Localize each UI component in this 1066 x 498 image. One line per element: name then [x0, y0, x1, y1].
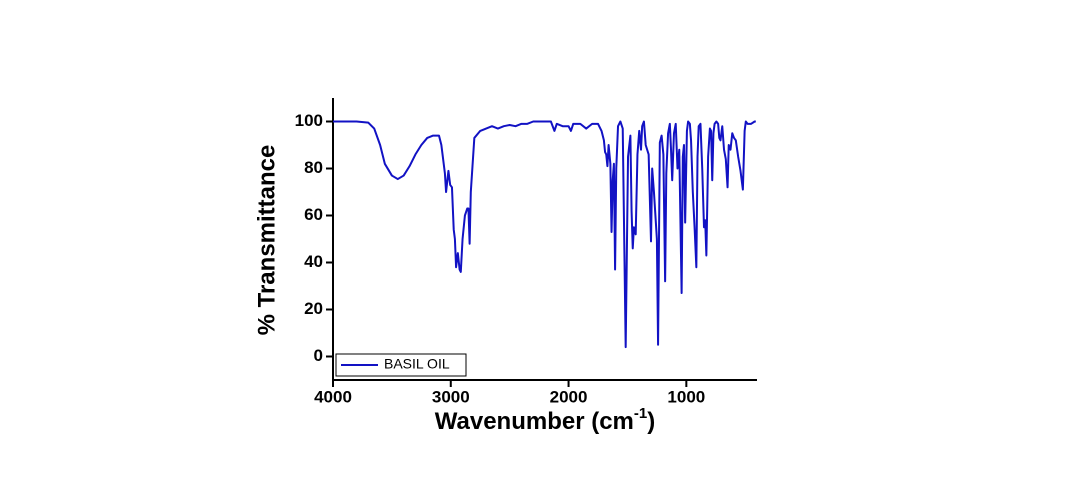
y-tick-label: 60 — [304, 205, 323, 224]
x-tick-label: 2000 — [550, 387, 588, 406]
y-tick-label: 20 — [304, 299, 323, 318]
x-axis-title-end: ) — [647, 408, 655, 435]
legend-label: BASIL OIL — [384, 356, 450, 372]
y-tick-label: 100 — [295, 111, 323, 130]
x-tick-label: 3000 — [432, 387, 470, 406]
x-axis-title: Wavenumber (cm-1) — [435, 405, 656, 435]
y-tick-label: 40 — [304, 252, 323, 271]
x-axis-title-sup: -1 — [634, 405, 647, 422]
y-tick-label: 80 — [304, 158, 323, 177]
x-tick-label: 1000 — [667, 387, 705, 406]
x-tick-label: 4000 — [314, 387, 352, 406]
x-axis-title-main: Wavenumber (cm — [435, 408, 634, 435]
y-tick-label: 0 — [314, 346, 323, 365]
spectrum-line — [333, 120, 756, 349]
y-axis-title: % Transmittance — [253, 145, 280, 336]
legend-box — [335, 353, 467, 377]
